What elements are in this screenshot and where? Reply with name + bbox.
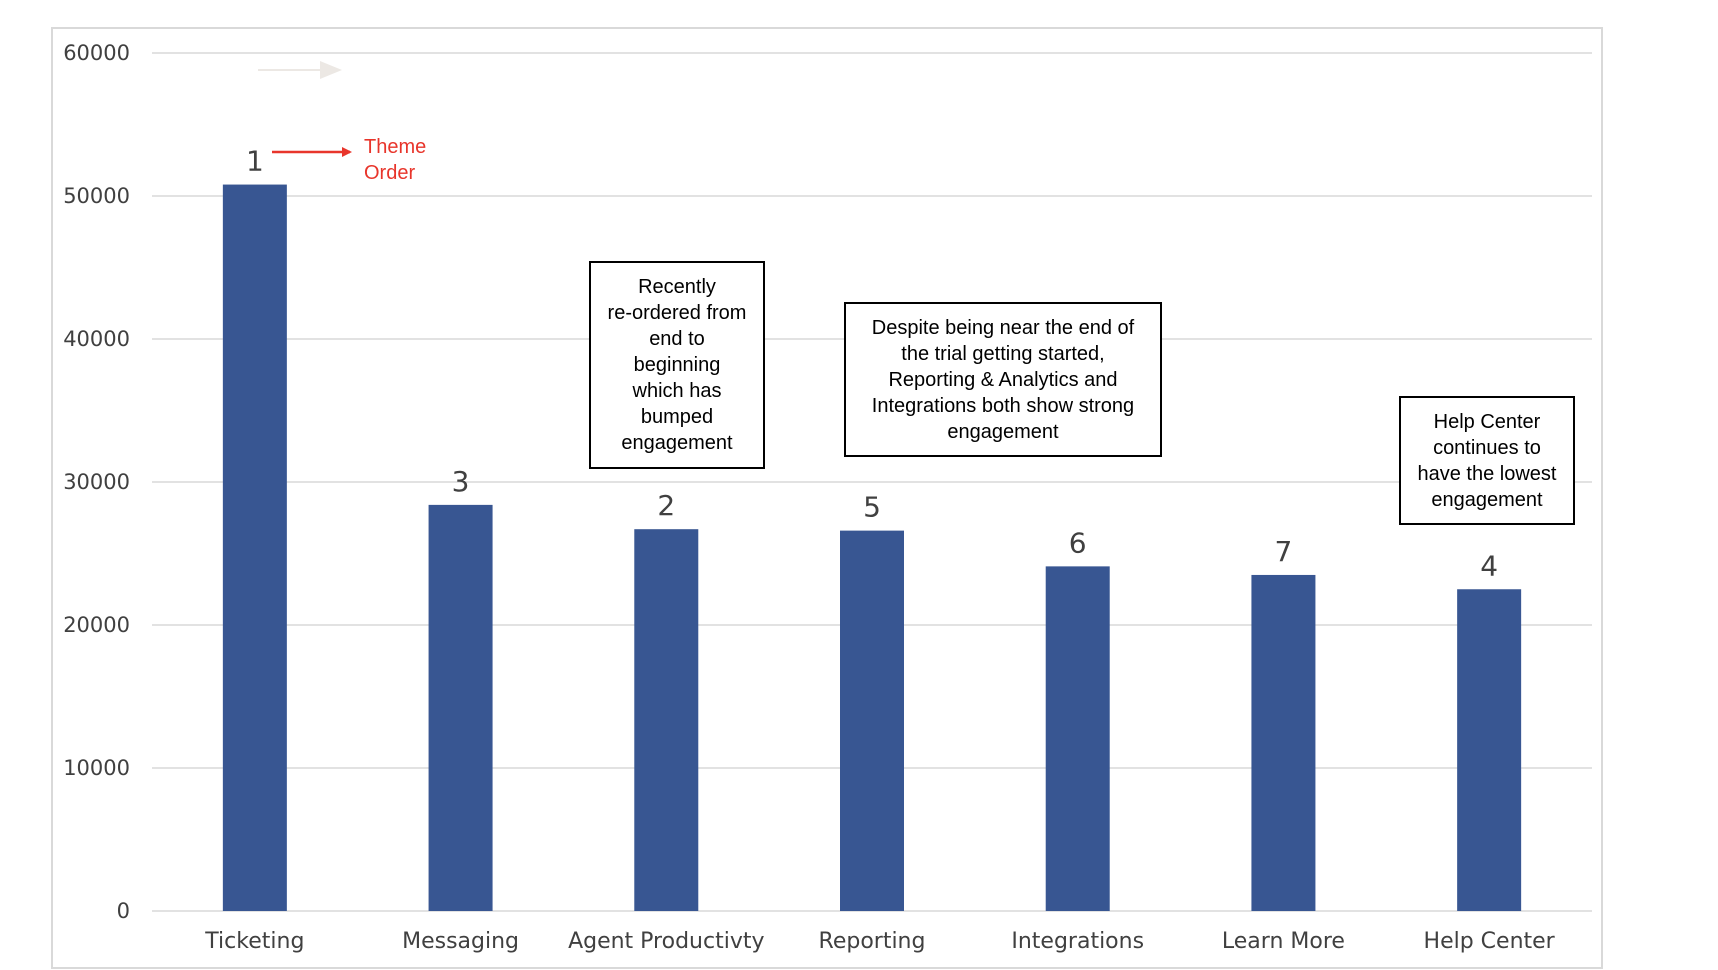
- help-center-note-line: continues to: [1433, 436, 1541, 459]
- reorder-note-line: bumped: [640, 406, 714, 428]
- bar-order-label: 7: [1275, 535, 1293, 568]
- bar-order-label: 4: [1480, 549, 1498, 582]
- x-category-label: Agent Productivty: [568, 929, 764, 954]
- bars: [222, 184, 1522, 911]
- bar: [1045, 566, 1110, 911]
- y-tick-label: 30000: [63, 470, 130, 494]
- x-category-label: Ticketing: [204, 929, 304, 954]
- y-tick-label: 40000: [63, 327, 130, 351]
- x-category-label: Integrations: [1011, 929, 1144, 954]
- reorder-note-line: Recently: [638, 276, 716, 298]
- reporting-note-box: Despite being near the end of the trial …: [844, 302, 1162, 457]
- reorder-note-line: which has: [632, 380, 722, 402]
- theme-order-line-1: Theme: [364, 136, 427, 158]
- bar-order-label: 3: [452, 465, 470, 498]
- bar-order-labels: 1 3 2 5 6 7 4: [246, 145, 1498, 583]
- x-category-label: Reporting: [819, 929, 926, 954]
- bar: [1251, 574, 1316, 911]
- reporting-note-line: Despite being near the end of: [871, 316, 1135, 339]
- reporting-note-line: Integrations both show strong: [871, 394, 1135, 417]
- reporting-note-line: engagement: [947, 420, 1059, 443]
- bar-order-label: 5: [863, 491, 881, 524]
- bar: [428, 504, 493, 911]
- bar: [222, 184, 287, 911]
- y-tick-label: 0: [117, 899, 130, 923]
- chart-frame: [51, 27, 1603, 969]
- reorder-note-box: Recently re-ordered from end to beginnin…: [589, 261, 765, 469]
- reorder-note-line: end to: [649, 328, 705, 350]
- bar-order-label: 6: [1069, 526, 1087, 559]
- theme-order-annotation: Theme Order: [364, 134, 426, 186]
- bar: [1457, 589, 1522, 911]
- x-category-label: Learn More: [1222, 929, 1345, 954]
- faint-arrowhead-icon: [320, 61, 342, 79]
- help-center-note-box: Help Center continues to have the lowest…: [1399, 396, 1575, 525]
- gridlines: [152, 52, 1592, 912]
- y-tick-label: 50000: [63, 184, 130, 208]
- bar: [840, 530, 904, 911]
- bar-order-label: 2: [657, 489, 675, 522]
- reorder-note-line: beginning: [633, 354, 721, 376]
- reorder-note-line: engagement: [621, 432, 733, 454]
- y-tick-label: 60000: [63, 41, 130, 65]
- y-axis-ticks: 0 10000 20000 30000 40000 50000 60000: [63, 41, 130, 923]
- theme-order-line-2: Order: [364, 162, 416, 184]
- bar-order-label: 1: [246, 145, 264, 178]
- reorder-note-line: re-ordered from: [607, 302, 747, 324]
- reporting-note-line: the trial getting started,: [901, 342, 1105, 365]
- x-category-label: Messaging: [402, 929, 519, 954]
- reporting-note-line: Reporting & Analytics and: [888, 368, 1118, 391]
- help-center-note-line: engagement: [1431, 488, 1543, 511]
- y-tick-label: 10000: [63, 756, 130, 780]
- y-tick-label: 20000: [63, 613, 130, 637]
- x-axis-categories: Ticketing Messaging Agent Productivty Repor…: [204, 929, 1555, 954]
- x-category-label: Help Center: [1424, 929, 1556, 954]
- bar: [634, 529, 699, 911]
- help-center-note-line: have the lowest: [1417, 462, 1557, 485]
- help-center-note-line: Help Center: [1433, 410, 1541, 433]
